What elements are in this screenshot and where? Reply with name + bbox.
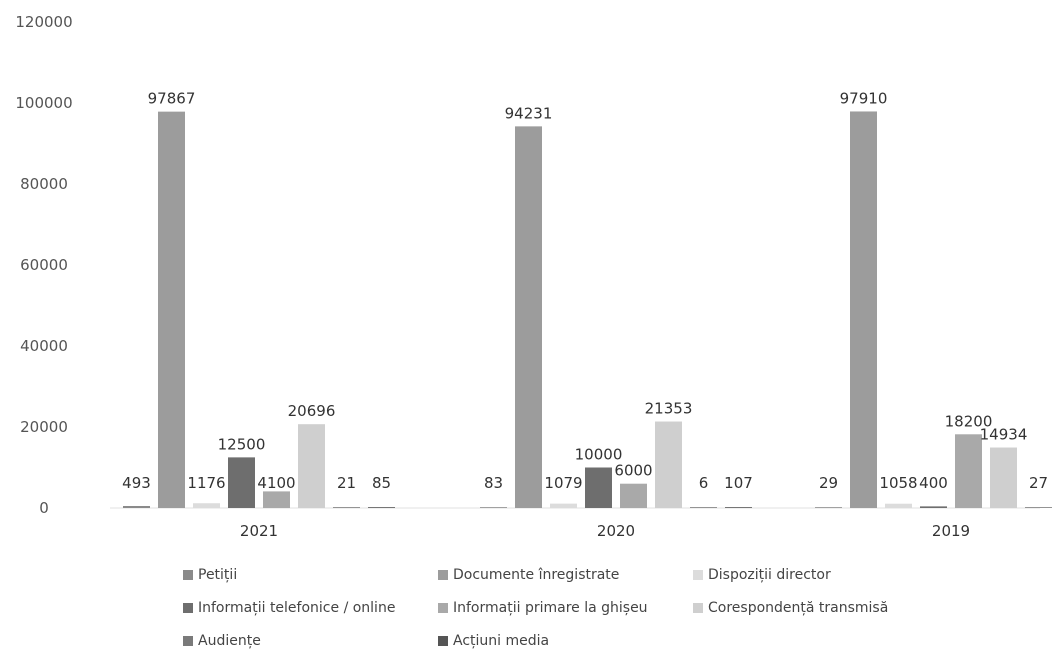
data-label: 20696: [288, 402, 336, 420]
data-label: 14934: [980, 426, 1028, 444]
bar-2020-4: [585, 467, 612, 508]
bar-2021-8: [368, 507, 395, 508]
data-label: 10000: [575, 446, 623, 464]
legend-swatch: [693, 603, 703, 613]
data-label: 6: [699, 474, 709, 492]
legend-swatch: [183, 636, 193, 646]
bar-2020-1: [480, 507, 507, 508]
bar-2020-2: [515, 126, 542, 509]
y-tick-label: 60000: [20, 256, 68, 274]
bar-2019-4: [920, 506, 947, 508]
bar-2019-6: [990, 447, 1017, 508]
legend-item-audiente: Audiențe: [183, 631, 261, 651]
bar-2021-2: [158, 111, 185, 509]
y-tick-label: 40000: [20, 337, 68, 355]
legend-label: Informații telefonice / online: [198, 600, 396, 616]
legend-item-actiuni-media: Acțiuni media: [438, 631, 549, 651]
bar-2021-5: [263, 491, 290, 508]
data-label: 97910: [840, 89, 888, 107]
legend-label: Documente înregistrate: [453, 567, 620, 583]
bar-2021-3: [193, 503, 220, 508]
data-label: 27: [1029, 474, 1048, 492]
data-label: 400: [919, 474, 948, 492]
data-label: 18200: [945, 412, 993, 430]
data-label: 6000: [614, 462, 652, 480]
chart-plot: 0 20000 40000 60000 80000 100000 120000 493 9786…: [15, 13, 1052, 540]
category-label-2019: 2019: [932, 522, 970, 540]
data-label: 21353: [645, 400, 693, 418]
legend-label: Audiențe: [198, 633, 261, 649]
data-label: 83: [484, 474, 503, 492]
legend-swatch: [438, 570, 448, 580]
legend-label: Dispoziții director: [708, 567, 831, 583]
legend-swatch: [438, 603, 448, 613]
legend-item-petitii: Petiții: [183, 565, 237, 585]
legend-label: Corespondență transmisă: [708, 600, 889, 616]
data-label: 1058: [879, 474, 917, 492]
y-tick-label: 120000: [15, 13, 72, 31]
data-label: 21: [337, 474, 356, 492]
category-label-2021: 2021: [240, 522, 278, 540]
data-label: 97867: [148, 90, 196, 108]
legend-label: Acțiuni media: [453, 633, 550, 649]
bar-2020-7: [690, 507, 717, 508]
data-label: 1079: [544, 474, 582, 492]
legend: Petiții Documente înregistrate Dispoziți…: [183, 560, 1023, 655]
y-tick-label: 20000: [20, 418, 68, 436]
bar-2020-5: [620, 483, 647, 508]
data-label: 12500: [218, 435, 266, 453]
y-tick-label: 0: [39, 499, 49, 517]
bar-2020-3: [550, 503, 577, 508]
legend-swatch: [183, 570, 193, 580]
legend-swatch: [183, 603, 193, 613]
data-label: 107: [724, 474, 753, 492]
bar-2019-5: [955, 434, 982, 508]
legend-swatch: [438, 636, 448, 646]
legend-item-informatii-ghiseu: Informații primare la ghișeu: [438, 598, 648, 618]
bar-2021-4: [228, 457, 255, 508]
bar-2019-2: [850, 111, 877, 508]
legend-item-dispozitii: Dispoziții director: [693, 565, 831, 585]
bar-2021-6: [298, 424, 325, 508]
data-label: 4100: [257, 474, 295, 492]
data-label: 94231: [505, 104, 553, 122]
bar-2020-8: [725, 507, 752, 508]
legend-swatch: [693, 570, 703, 580]
y-tick-label: 100000: [15, 94, 72, 112]
bar-2020-6: [655, 421, 682, 508]
bar-2019-7: [1025, 507, 1052, 508]
data-label: 29: [819, 474, 838, 492]
category-label-2020: 2020: [597, 522, 635, 540]
bar-2021-7: [333, 507, 360, 508]
legend-item-documente: Documente înregistrate: [438, 565, 619, 585]
legend-label: Petiții: [198, 567, 238, 583]
data-label: 1176: [187, 474, 225, 492]
data-label: 85: [372, 474, 391, 492]
bar-2019-3: [885, 503, 912, 508]
legend-label: Informații primare la ghișeu: [453, 600, 648, 616]
legend-item-corespondenta: Corespondență transmisă: [693, 598, 888, 618]
legend-item-informatii-telefonice: Informații telefonice / online: [183, 598, 395, 618]
bar-2021-1: [123, 506, 150, 508]
data-label: 493: [122, 474, 151, 492]
y-tick-label: 80000: [20, 175, 68, 193]
bar-2019-1: [815, 507, 842, 508]
